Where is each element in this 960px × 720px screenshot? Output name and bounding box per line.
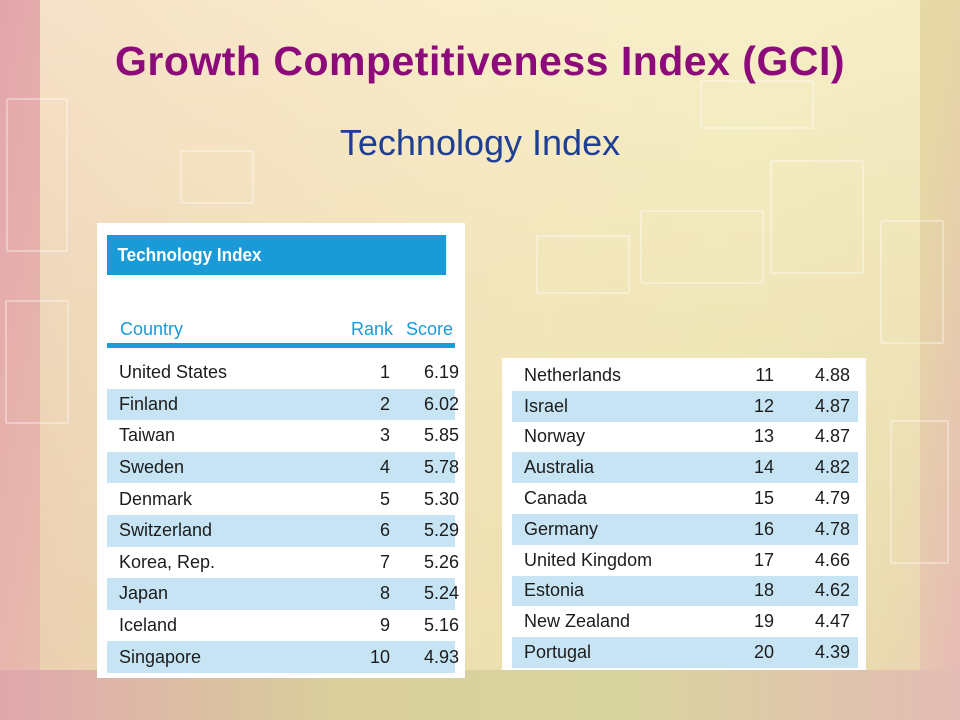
country-cell: Switzerland — [119, 520, 213, 541]
country-cell: New Zealand — [524, 611, 631, 632]
score-cell: 5.16 — [424, 615, 460, 636]
rank-cell: 9 — [379, 615, 390, 636]
column-header-country: Country — [120, 319, 184, 339]
decorative-shape — [640, 210, 764, 284]
score-cell: 6.19 — [424, 362, 460, 383]
table-row: Netherlands 11 4.88 — [512, 360, 858, 391]
country-cell: Netherlands — [524, 364, 622, 385]
table-row: Taiwan 3 5.85 — [107, 420, 459, 452]
table-row: Australia 14 4.82 — [512, 452, 858, 484]
rank-cell: 11 — [755, 364, 774, 385]
country-cell: United Kingdom — [524, 549, 653, 570]
background-bottom-band — [0, 670, 960, 720]
rank-cell: 13 — [753, 426, 774, 447]
country-cell: Norway — [524, 426, 586, 447]
decorative-shape — [536, 235, 630, 294]
table-row: Germany 16 4.78 — [512, 514, 858, 545]
score-cell: 4.66 — [815, 549, 851, 570]
table-row: Singapore 10 4.93 — [107, 641, 459, 673]
rank-cell: 12 — [753, 395, 774, 416]
table-row: Estonia 18 4.62 — [512, 575, 858, 607]
country-cell: Sweden — [119, 457, 185, 478]
rank-cell: 3 — [379, 425, 390, 446]
rank-cell: 1 — [379, 362, 390, 383]
score-cell: 5.30 — [424, 488, 460, 509]
slide-title: Growth Competitiveness Index (GCI) — [114, 38, 846, 84]
country-cell: Portugal — [524, 642, 592, 663]
score-cell: 5.85 — [424, 425, 460, 446]
rank-cell: 19 — [753, 611, 774, 632]
table-heading: Technology Index — [107, 235, 447, 275]
country-cell: Korea, Rep. — [119, 551, 216, 572]
score-cell: 4.62 — [815, 580, 851, 601]
table-row: Switzerland 6 5.29 — [107, 515, 459, 547]
header-divider — [107, 343, 455, 348]
decorative-shape — [700, 80, 814, 129]
score-cell: 5.24 — [424, 583, 460, 604]
country-cell: Canada — [524, 488, 588, 509]
slide-subtitle: Technology Index — [339, 122, 621, 163]
score-cell: 4.93 — [424, 646, 460, 667]
decorative-shape — [770, 160, 864, 274]
table-row: Portugal 20 4.39 — [512, 637, 858, 668]
rank-cell: 10 — [369, 646, 390, 667]
rank-cell: 5 — [379, 488, 390, 509]
table-row: Israel 12 4.87 — [512, 390, 858, 422]
score-cell: 5.78 — [424, 457, 460, 478]
country-cell: Finland — [119, 393, 179, 414]
country-cell: Japan — [119, 583, 169, 604]
decorative-shape — [890, 420, 949, 564]
score-cell: 4.39 — [815, 642, 851, 663]
rank-cell: 4 — [379, 457, 390, 478]
table-row: Norway 13 4.87 — [512, 422, 858, 453]
country-cell: Taiwan — [119, 425, 176, 446]
decorative-shape — [6, 98, 68, 252]
table-row: Denmark 5 5.30 — [107, 483, 459, 515]
country-cell: Denmark — [119, 488, 193, 509]
score-cell: 4.88 — [815, 364, 851, 385]
decorative-shape — [880, 220, 944, 344]
country-cell: Estonia — [524, 580, 585, 601]
table-row: Canada 15 4.79 — [512, 483, 858, 514]
score-cell: 6.02 — [424, 393, 460, 414]
decorative-shape — [5, 300, 69, 424]
rank-cell: 16 — [753, 518, 774, 539]
country-cell: Australia — [524, 457, 595, 478]
table-row: Korea, Rep. 7 5.26 — [107, 547, 459, 579]
score-cell: 4.47 — [815, 611, 851, 632]
country-cell: United States — [119, 362, 228, 383]
country-cell: Israel — [524, 395, 569, 416]
technology-index-table-right: Netherlands 11 4.88 Israel 12 4.87 Norway 13 4.8… — [502, 358, 866, 670]
rank-cell: 18 — [753, 580, 774, 601]
rank-cell: 8 — [379, 583, 390, 604]
score-cell: 5.26 — [424, 551, 460, 572]
column-header-rank: Rank — [351, 319, 394, 339]
score-cell: 4.82 — [815, 457, 851, 478]
rank-cell: 7 — [379, 551, 390, 572]
table-row: Sweden 4 5.78 — [107, 451, 459, 484]
score-cell: 4.87 — [815, 426, 851, 447]
score-cell: 5.29 — [424, 520, 460, 541]
country-cell: Iceland — [119, 615, 178, 636]
decorative-shape — [180, 150, 254, 204]
column-header-score: Score — [406, 319, 454, 339]
country-cell: Singapore — [119, 646, 202, 667]
table-row: United States 1 6.19 — [107, 357, 459, 389]
score-cell: 4.87 — [815, 395, 851, 416]
score-cell: 4.78 — [815, 518, 851, 539]
table-row: United Kingdom 17 4.66 — [512, 545, 858, 576]
rank-cell: 2 — [379, 393, 390, 414]
table-row: Finland 2 6.02 — [107, 388, 459, 421]
table-row: Japan 8 5.24 — [107, 578, 459, 610]
rank-cell: 14 — [753, 457, 774, 478]
rank-cell: 20 — [753, 642, 774, 663]
table-row: Iceland 9 5.16 — [107, 610, 459, 642]
score-cell: 4.79 — [815, 488, 851, 509]
rank-cell: 6 — [379, 520, 390, 541]
country-cell: Germany — [524, 518, 599, 539]
technology-index-table-left: Technology Index Country Rank Score Unit… — [97, 223, 465, 678]
table-row: New Zealand 19 4.47 — [512, 606, 858, 637]
rank-cell: 17 — [753, 549, 774, 570]
rank-cell: 15 — [753, 488, 774, 509]
